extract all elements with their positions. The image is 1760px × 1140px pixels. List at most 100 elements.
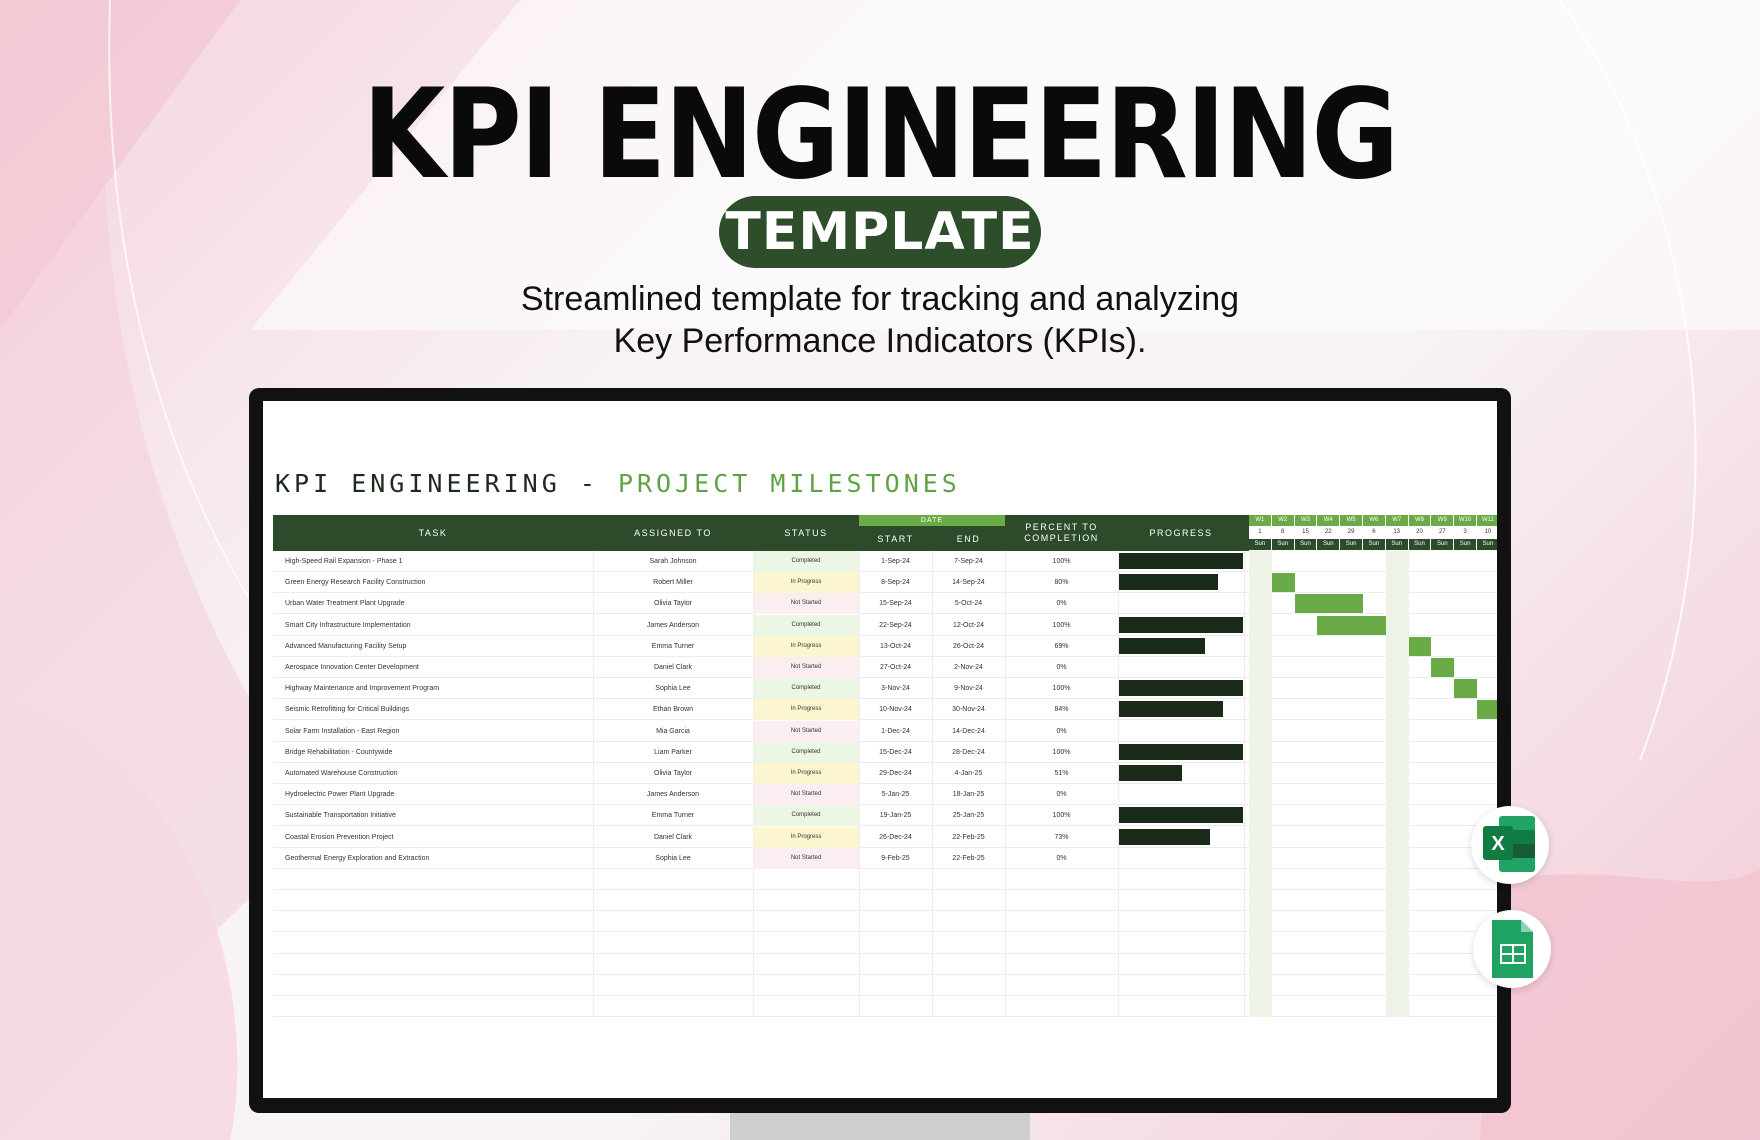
table-row[interactable] bbox=[273, 933, 1497, 954]
week-label: W5 bbox=[1340, 515, 1362, 526]
percent-complete: 100% bbox=[1052, 748, 1071, 756]
start-date: 19-Jan-25 bbox=[879, 812, 912, 820]
gantt-bar bbox=[1317, 615, 1386, 635]
table-row[interactable]: Coastal Erosion Prevention Project Daniel… bbox=[273, 826, 1497, 848]
hero-title: KPI ENGINEERING bbox=[362, 63, 1399, 207]
week-dow: Sun bbox=[1408, 539, 1431, 550]
table-row[interactable]: High-Speed Rail Expansion - Phase 1 Sarah… bbox=[273, 551, 1497, 572]
week-day: 6 bbox=[1363, 527, 1385, 538]
assignee: Sarah Johnson bbox=[649, 558, 697, 565]
task-name: Solar Farm Installation - East Region bbox=[285, 727, 400, 735]
header-progress: PROGRESS bbox=[1149, 528, 1213, 538]
assignee: Daniel Clark bbox=[653, 664, 693, 671]
assignee: James Anderson bbox=[646, 621, 700, 629]
end-date: 2-Nov-24 bbox=[954, 664, 983, 671]
task-name: Sustainable Transportation Initiative bbox=[285, 812, 396, 820]
table-row[interactable]: Geothermal Energy Exploration and Extrac… bbox=[273, 847, 1497, 869]
start-date: 1-Sep-24 bbox=[881, 558, 910, 565]
progress-bar bbox=[1119, 765, 1183, 781]
percent-complete: 100% bbox=[1052, 621, 1071, 629]
percent-complete: 0% bbox=[1056, 664, 1067, 671]
excel-icon[interactable]: X bbox=[1471, 806, 1549, 884]
end-date: 26-Oct-24 bbox=[952, 642, 985, 650]
end-date: 18-Jan-25 bbox=[952, 791, 985, 799]
table-row[interactable] bbox=[273, 996, 1497, 1018]
assignee: Ethan Brown bbox=[652, 706, 694, 714]
assignee: Olivia Taylor bbox=[654, 770, 692, 777]
task-name: Hydroelectric Power Plant Upgrade bbox=[285, 791, 395, 799]
end-date: 5-Oct-24 bbox=[954, 600, 983, 608]
progress-bar bbox=[1119, 616, 1243, 633]
end-date: 28-Dec-24 bbox=[952, 748, 985, 756]
header-date: DATE bbox=[859, 515, 1005, 526]
percent-complete: 84% bbox=[1054, 706, 1069, 714]
header-assigned: ASSIGNED TO bbox=[634, 528, 712, 538]
column-divider bbox=[932, 551, 933, 1018]
week-label: W11 bbox=[1477, 515, 1497, 526]
week-day: 3 bbox=[1454, 527, 1476, 538]
progress-bar bbox=[1119, 637, 1205, 654]
subtitle-line-1: Streamlined template for tracking and an… bbox=[520, 280, 1240, 318]
task-name: Advanced Manufacturing Facility Setup bbox=[285, 642, 407, 650]
task-name: Green Energy Research Facility Construct… bbox=[285, 579, 426, 587]
status-badge: Completed bbox=[753, 805, 859, 827]
status-badge: Not Started bbox=[753, 720, 859, 742]
table-row[interactable] bbox=[273, 954, 1497, 975]
sheet-title-main: KPI ENGINEERING - bbox=[275, 469, 618, 498]
progress-bar bbox=[1119, 680, 1243, 697]
task-name: Aerospace Innovation Center Development bbox=[285, 664, 419, 671]
table-row[interactable]: Advanced Manufacturing Facility Setup Emm… bbox=[273, 635, 1497, 657]
week-dow: Sun bbox=[1363, 539, 1385, 550]
start-date: 26-Dec-24 bbox=[879, 833, 912, 841]
week-label: W6 bbox=[1363, 515, 1385, 526]
gantt-bar bbox=[1431, 658, 1455, 677]
monitor-frame: KPI ENGINEERING - PROJECT MILESTONES TAS… bbox=[249, 388, 1511, 1113]
start-date: 8-Sep-24 bbox=[881, 579, 910, 587]
task-name: Bridge Rehabilitation - Countywide bbox=[285, 748, 393, 756]
week-dow: Sun bbox=[1294, 539, 1317, 550]
table-row[interactable]: Urban Water Treatment Plant Upgrade Olivi… bbox=[273, 593, 1497, 615]
table-row[interactable]: Bridge Rehabilitation - Countywide Liam P… bbox=[273, 741, 1497, 763]
table-row[interactable]: Aerospace Innovation Center Development D… bbox=[273, 657, 1497, 678]
week-day: 10 bbox=[1477, 527, 1497, 538]
status-badge: Not Started bbox=[753, 784, 859, 806]
hero-subtitle: Streamlined template for tracking and an… bbox=[0, 278, 1760, 362]
gantt-bar bbox=[1477, 700, 1497, 720]
assignee: Daniel Clark bbox=[653, 833, 693, 841]
week-dow: Sun bbox=[1317, 539, 1340, 550]
start-date: 13-Oct-24 bbox=[879, 642, 912, 650]
table-row[interactable] bbox=[273, 890, 1497, 912]
table-row[interactable] bbox=[273, 975, 1497, 996]
week-label: W2 bbox=[1271, 515, 1294, 526]
status-badge: Not Started bbox=[753, 847, 859, 869]
assignee: Sophia Lee bbox=[655, 854, 691, 862]
task-name: Automated Warehouse Construction bbox=[285, 770, 398, 777]
subtitle-line-2: Key Performance Indicators (KPIs). bbox=[613, 322, 1147, 360]
table-row[interactable]: Automated Warehouse Construction Olivia T… bbox=[273, 763, 1497, 784]
week-dow: Sun bbox=[1385, 539, 1408, 550]
header-status: STATUS bbox=[784, 528, 828, 538]
status-badge: Not Started bbox=[753, 593, 859, 615]
column-divider bbox=[753, 551, 754, 1018]
week-day: 22 bbox=[1317, 527, 1340, 538]
gantt-shaded-column bbox=[1249, 551, 1272, 1018]
column-divider bbox=[1118, 551, 1119, 1018]
milestones-table: TASK ASSIGNED TO STATUS DATE START END P… bbox=[273, 515, 1497, 1018]
status-badge: In Progress bbox=[753, 826, 859, 848]
table-row[interactable]: Smart City Infrastructure Implementation… bbox=[273, 614, 1497, 636]
google-sheets-icon[interactable] bbox=[1473, 910, 1551, 988]
status-badge: In Progress bbox=[753, 572, 859, 594]
table-row[interactable]: Green Energy Research Facility Construct… bbox=[273, 572, 1497, 594]
gantt-bar bbox=[1294, 594, 1363, 614]
week-day: 8 bbox=[1271, 527, 1294, 538]
table-row[interactable]: Highway Maintenance and Improvement Prog… bbox=[273, 678, 1497, 700]
table-row[interactable] bbox=[273, 869, 1497, 890]
table-row[interactable]: Seismic Retrofitting for Critical Buildi… bbox=[273, 699, 1497, 721]
table-row[interactable] bbox=[273, 911, 1497, 933]
task-name: Coastal Erosion Prevention Project bbox=[285, 833, 394, 841]
table-row[interactable]: Solar Farm Installation - East Region Mia… bbox=[273, 720, 1497, 742]
status-badge: Completed bbox=[753, 678, 859, 700]
table-row[interactable]: Hydroelectric Power Plant Upgrade James A… bbox=[273, 784, 1497, 806]
table-row[interactable]: Sustainable Transportation Initiative Emm… bbox=[273, 805, 1497, 827]
task-name: High-Speed Rail Expansion - Phase 1 bbox=[285, 558, 403, 565]
